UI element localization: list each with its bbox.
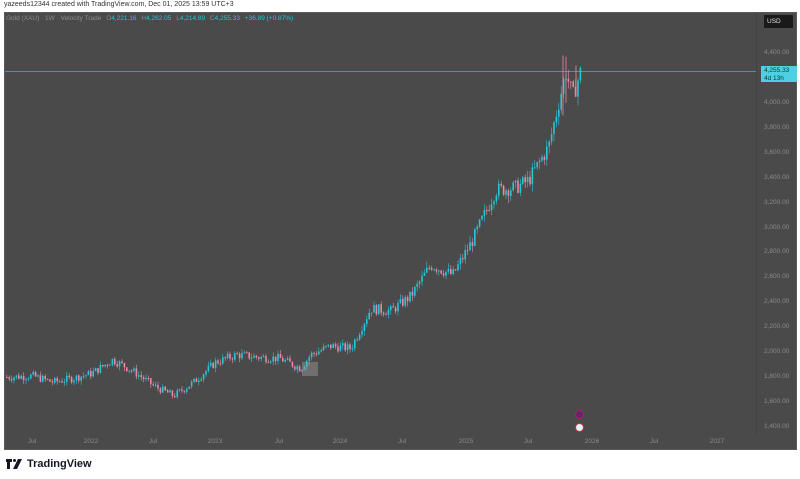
low-value: 4,214.89	[179, 15, 206, 22]
price-tick-label: 2,400.00	[764, 298, 790, 306]
us-flag-event-icon[interactable]	[575, 423, 584, 432]
close-value: 4,255.33	[214, 15, 240, 22]
symbol-legend: Gold (XAU) · 1W · Velocity Trade O4,221.…	[6, 15, 294, 22]
time-tick-label: Jul	[397, 438, 407, 445]
price-tick-label: 3,200.00	[764, 198, 790, 206]
time-tick-label: Jul	[274, 438, 284, 445]
time-tick-label: 2027	[709, 438, 725, 445]
price-tick-label: 3,600.00	[764, 148, 790, 156]
chart-caption: yazeeds12344 created with TradingView.co…	[4, 1, 234, 8]
tradingview-logo-icon	[6, 459, 22, 469]
price-tick-label: 3,800.00	[764, 123, 790, 131]
price-tick-label: 4,400.00	[764, 49, 790, 56]
tradingview-logo: TradingView	[6, 458, 92, 470]
time-tick-label: Jul	[27, 438, 37, 445]
time-tick-label: Jul	[523, 438, 533, 445]
price-tick-label: 4,000.00	[764, 98, 790, 106]
price-tick-label: 2,600.00	[764, 273, 790, 281]
price-tick-label: 2,800.00	[764, 248, 790, 256]
time-tick-label: 2022	[83, 438, 99, 445]
dividend-event-icon[interactable]	[575, 410, 584, 419]
price-tick-label: 3,400.00	[764, 173, 790, 181]
time-tick-label: 2026	[584, 438, 600, 445]
high-value: 4,262.05	[146, 15, 172, 22]
price-scale-divider	[756, 12, 757, 436]
time-tick-label: 2024	[332, 438, 348, 445]
price-tick-label: 1,400.00	[764, 423, 790, 430]
price-tick-label: 1,600.00	[764, 398, 790, 406]
highlight-box	[302, 362, 318, 376]
change-value: +36.89 (+0.87%)	[244, 15, 294, 22]
price-tick-label: 2,200.00	[764, 323, 790, 331]
time-tick-label: Jul	[649, 438, 659, 445]
price-tick-label: 1,800.00	[764, 373, 790, 381]
time-tick-label: 2025	[458, 438, 474, 445]
price-tick-label: 2,000.00	[764, 348, 790, 356]
currency-button[interactable]: USD	[764, 15, 793, 28]
time-tick-label: Jul	[148, 438, 158, 445]
time-tick-label: 2023	[207, 438, 223, 445]
symbol-title: Gold (XAU) · 1W · Velocity Trade	[6, 15, 102, 22]
price-tick-label: 3,000.00	[764, 223, 790, 231]
open-value: 4,221.16	[111, 15, 137, 22]
last-price-tag: 4,255.33 4d 13h	[761, 66, 797, 82]
